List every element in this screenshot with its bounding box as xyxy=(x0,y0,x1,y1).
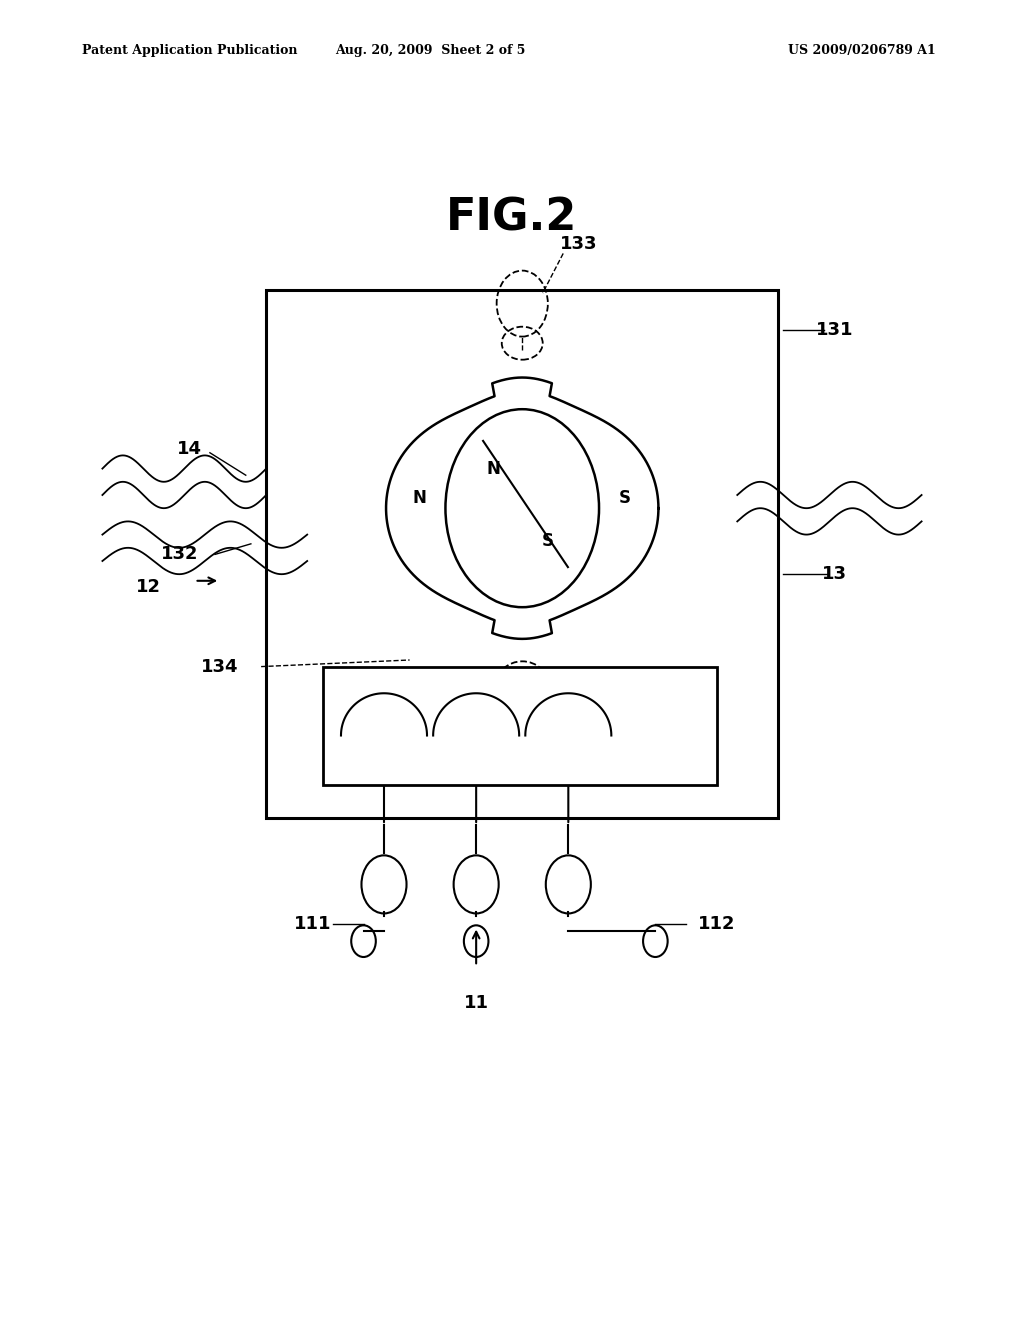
Text: 13: 13 xyxy=(822,565,847,583)
Bar xyxy=(266,290,778,818)
Bar xyxy=(323,667,717,785)
Text: Aug. 20, 2009  Sheet 2 of 5: Aug. 20, 2009 Sheet 2 of 5 xyxy=(335,44,525,57)
Text: 14: 14 xyxy=(177,440,202,458)
Text: US 2009/0206789 A1: US 2009/0206789 A1 xyxy=(788,44,936,57)
Text: 12: 12 xyxy=(136,578,161,597)
Text: 112: 112 xyxy=(698,915,735,933)
Text: S: S xyxy=(618,488,631,507)
Text: 131: 131 xyxy=(816,321,853,339)
Polygon shape xyxy=(386,378,658,639)
Text: S: S xyxy=(542,532,554,550)
Text: Patent Application Publication: Patent Application Publication xyxy=(82,44,297,57)
Text: 132: 132 xyxy=(161,545,198,564)
Text: FIG.2: FIG.2 xyxy=(446,197,578,239)
Text: 11: 11 xyxy=(464,994,488,1012)
Circle shape xyxy=(445,409,599,607)
Text: N: N xyxy=(486,459,501,478)
Text: 111: 111 xyxy=(294,915,331,933)
Text: N: N xyxy=(413,488,427,507)
Text: 134: 134 xyxy=(202,657,239,676)
Text: 133: 133 xyxy=(560,235,597,253)
